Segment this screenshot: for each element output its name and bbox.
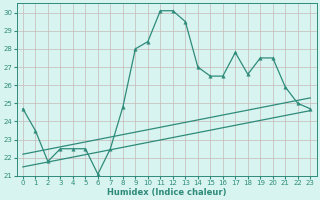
X-axis label: Humidex (Indice chaleur): Humidex (Indice chaleur) bbox=[107, 188, 226, 197]
